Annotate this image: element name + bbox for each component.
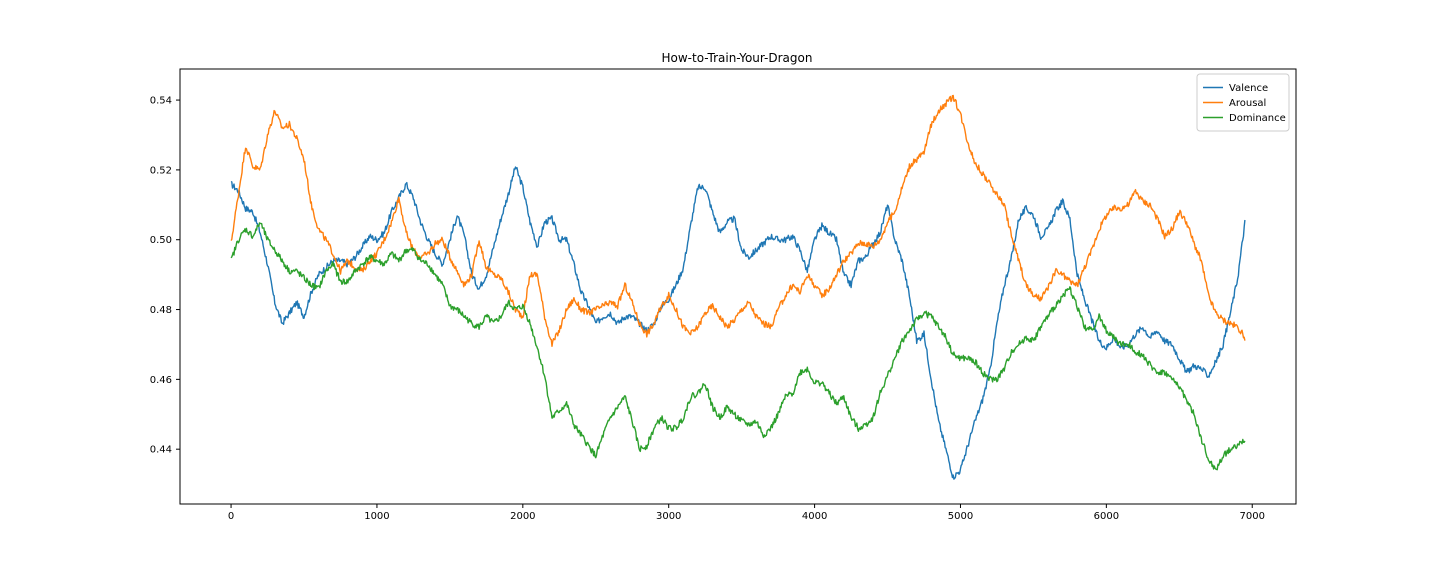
x-tick-label: 2000: [510, 511, 535, 522]
x-tick-label: 6000: [1094, 511, 1119, 522]
legend-label: Valence: [1229, 83, 1268, 94]
series-line-valence: [230, 166, 1246, 480]
series-line-dominance: [230, 222, 1246, 471]
y-tick-label: 0.44: [150, 445, 172, 456]
y-tick-label: 0.48: [150, 305, 172, 316]
x-tick-label: 7000: [1240, 511, 1265, 522]
x-tick-label: 5000: [948, 511, 973, 522]
x-tick-label: 0: [228, 511, 234, 522]
x-tick-label: 4000: [802, 511, 827, 522]
legend-label: Dominance: [1229, 113, 1286, 124]
axes-frame: [179, 68, 1297, 505]
y-tick-label: 0.50: [150, 235, 172, 246]
y-axis: 0.44 0.46 0.48 0.50 0.52 0.54: [150, 96, 180, 456]
series-layer: [230, 94, 1246, 480]
y-tick-label: 0.52: [150, 165, 172, 176]
x-tick-label: 1000: [364, 511, 389, 522]
legend-label: Arousal: [1229, 98, 1266, 109]
series-line-arousal: [230, 94, 1246, 347]
y-tick-label: 0.54: [150, 96, 172, 107]
x-tick-label: 3000: [656, 511, 681, 522]
x-axis: 0 1000 2000 3000 4000 5000 6000 7000: [228, 504, 1265, 522]
legend: Valence Arousal Dominance: [1196, 73, 1290, 132]
chart-title: How-to-Train-Your-Dragon: [662, 51, 813, 65]
y-tick-label: 0.46: [150, 375, 172, 386]
